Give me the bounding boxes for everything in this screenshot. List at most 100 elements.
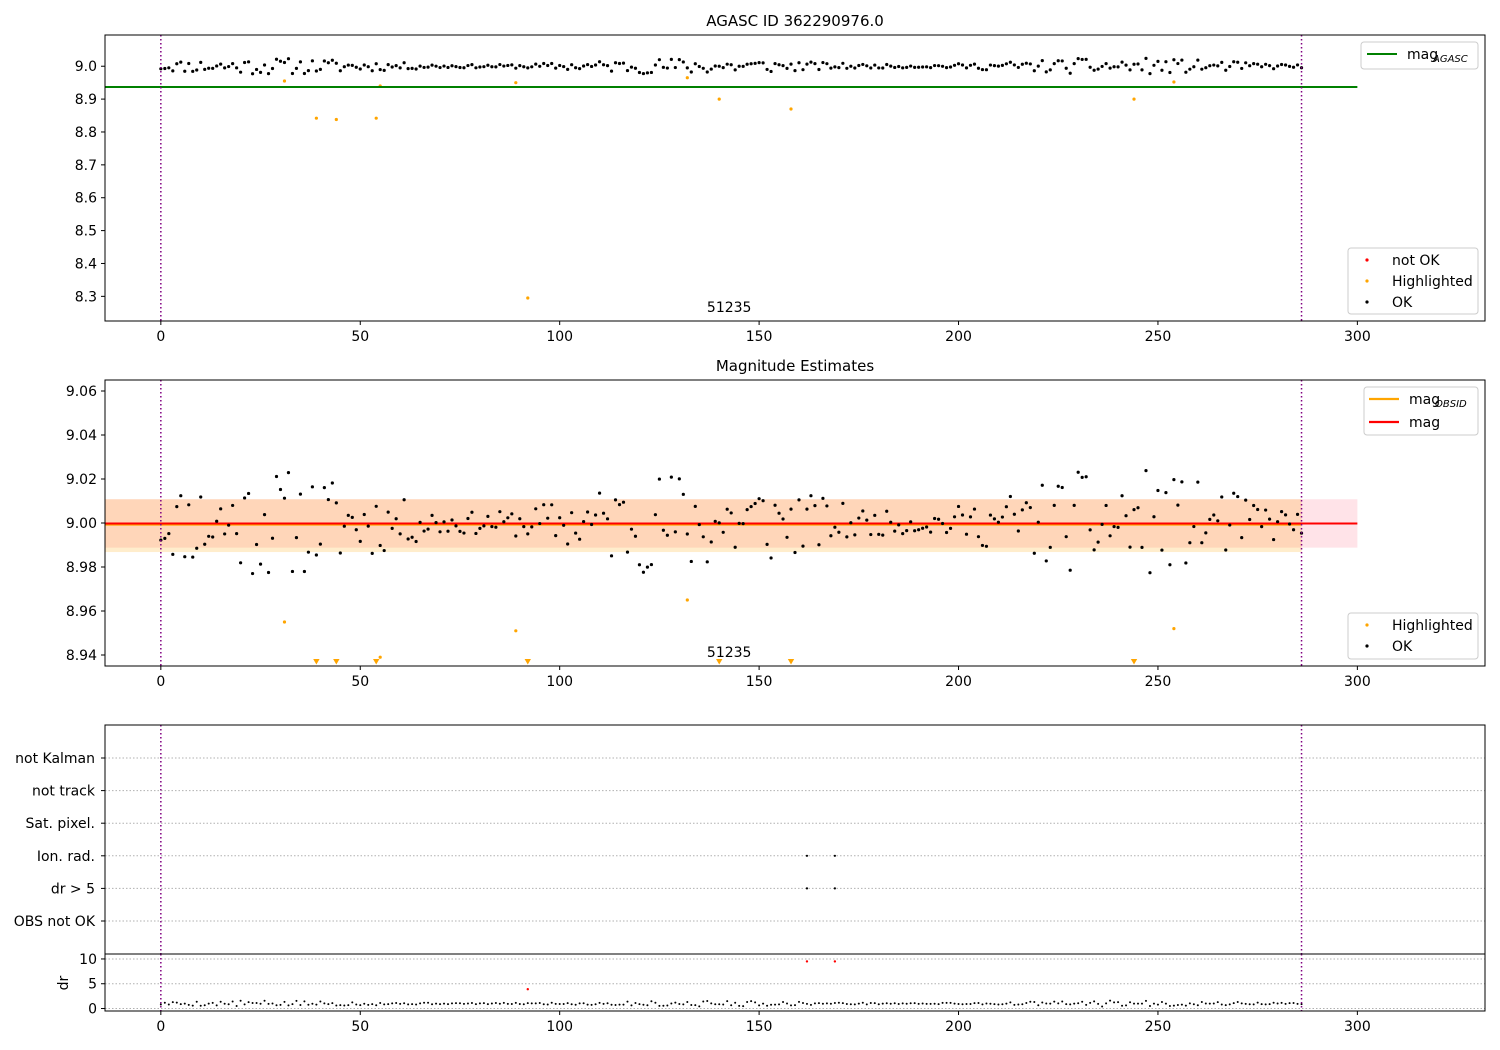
data-point-ok (873, 513, 877, 517)
data-point-highlighted (514, 629, 518, 633)
data-point-ok (227, 64, 231, 69)
data-point-ok (701, 66, 705, 70)
legend-marker (1365, 258, 1369, 262)
data-point-ok (761, 499, 765, 503)
data-point-ok (829, 66, 833, 70)
data-point-ok (741, 522, 745, 526)
data-point-ok (773, 503, 777, 507)
data-point-ok (1228, 64, 1232, 69)
dr-point-ok (1212, 1002, 1215, 1005)
data-point-ok (837, 66, 841, 70)
data-point-ok (1168, 563, 1172, 567)
data-point-ok (1260, 65, 1264, 69)
dr-point-ok (1073, 1002, 1076, 1005)
data-point-ok (1128, 545, 1132, 549)
y-tick-label: 9.04 (66, 428, 97, 444)
data-point-ok (1172, 478, 1176, 482)
dr-point-ok (614, 1003, 617, 1006)
data-point-ok (1160, 548, 1164, 552)
data-point-ok (976, 535, 981, 539)
data-point-ok (163, 66, 167, 71)
data-point-ok (386, 63, 390, 67)
data-point-ok (881, 66, 885, 70)
data-point-ok (470, 63, 474, 67)
dr-point-ok (1077, 1002, 1080, 1005)
data-point-ok (1208, 517, 1212, 521)
data-point-ok (386, 510, 390, 514)
dr-point-ok (1264, 1003, 1267, 1006)
data-point-ok (378, 543, 382, 548)
data-point-ok (374, 504, 378, 508)
data-point-highlighted (282, 620, 287, 624)
legend-mag-agasc-subscript: AGASC (1432, 54, 1468, 65)
data-point-ok (817, 67, 821, 72)
dr-point-ok (610, 1003, 613, 1006)
data-point-ok (653, 513, 658, 517)
data-point-ok (1104, 503, 1108, 508)
data-point-ok (538, 521, 542, 526)
data-point-ok (1012, 512, 1016, 516)
data-point-ok (1124, 63, 1128, 67)
dr-point-ok (1272, 1001, 1275, 1004)
data-point-ok (745, 508, 749, 512)
data-point-ok (506, 516, 510, 520)
dr-point-ok (331, 1002, 334, 1005)
legend-label: not OK (1392, 253, 1440, 269)
dr-point-ok (953, 1002, 956, 1005)
dr-point-ok (558, 1002, 561, 1005)
data-point-ok (988, 63, 993, 67)
data-point-ok (657, 58, 661, 62)
dr-point-ok (1093, 1000, 1096, 1003)
data-point-ok (689, 559, 693, 564)
dr-point-ok (1252, 1003, 1255, 1006)
data-point-ok (302, 71, 307, 76)
data-point-ok (889, 520, 893, 524)
dr-point-ok (1009, 1001, 1012, 1004)
data-point-ok (1180, 480, 1184, 484)
data-point-ok (1092, 68, 1096, 72)
data-point-ok (326, 61, 330, 65)
data-point-ok (621, 61, 626, 65)
category-label: not Kalman (15, 751, 95, 767)
data-point-ok (797, 498, 801, 502)
data-point-ok (1024, 61, 1028, 65)
data-point-ok (929, 65, 933, 70)
dr-point-ok (1288, 1002, 1291, 1005)
data-point-ok (466, 63, 470, 68)
dr-point-ok (1168, 1005, 1171, 1008)
dr-point-ok (1097, 1002, 1100, 1005)
data-point-ok (1108, 534, 1112, 538)
data-point-ok (1120, 60, 1124, 64)
data-point-ok (334, 501, 338, 505)
data-point-ok (980, 543, 985, 548)
dr-point-ok (247, 1001, 250, 1004)
data-point-ok (290, 71, 295, 76)
dr-point-ok (443, 1002, 446, 1005)
data-point-ok (905, 529, 909, 533)
dr-point-ok (861, 1001, 864, 1004)
data-point-ok (330, 481, 334, 485)
dr-point-ok (989, 1002, 992, 1005)
dr-point-ok (498, 1002, 501, 1005)
dr-point-ok (889, 1002, 892, 1005)
data-point-ok (665, 66, 669, 70)
data-point-ok (1236, 60, 1240, 64)
data-point-ok (609, 554, 614, 558)
dr-point-ok (399, 1002, 402, 1005)
data-point-ok (310, 59, 314, 63)
data-point-ok (1291, 528, 1296, 532)
data-point-ok (1287, 522, 1292, 526)
dr-point-ok (1037, 1004, 1040, 1007)
data-point-ok (179, 60, 183, 64)
dr-point-ok (1172, 1004, 1175, 1007)
data-point-ok (932, 516, 937, 521)
dr-point-ok (510, 1002, 513, 1005)
data-point-ok (913, 529, 917, 533)
category-label: not track (32, 784, 96, 800)
dr-point-ok (363, 1002, 366, 1005)
data-point-ok (494, 65, 498, 69)
x-tick-label: 100 (546, 1019, 573, 1035)
data-point-ok (637, 70, 642, 75)
